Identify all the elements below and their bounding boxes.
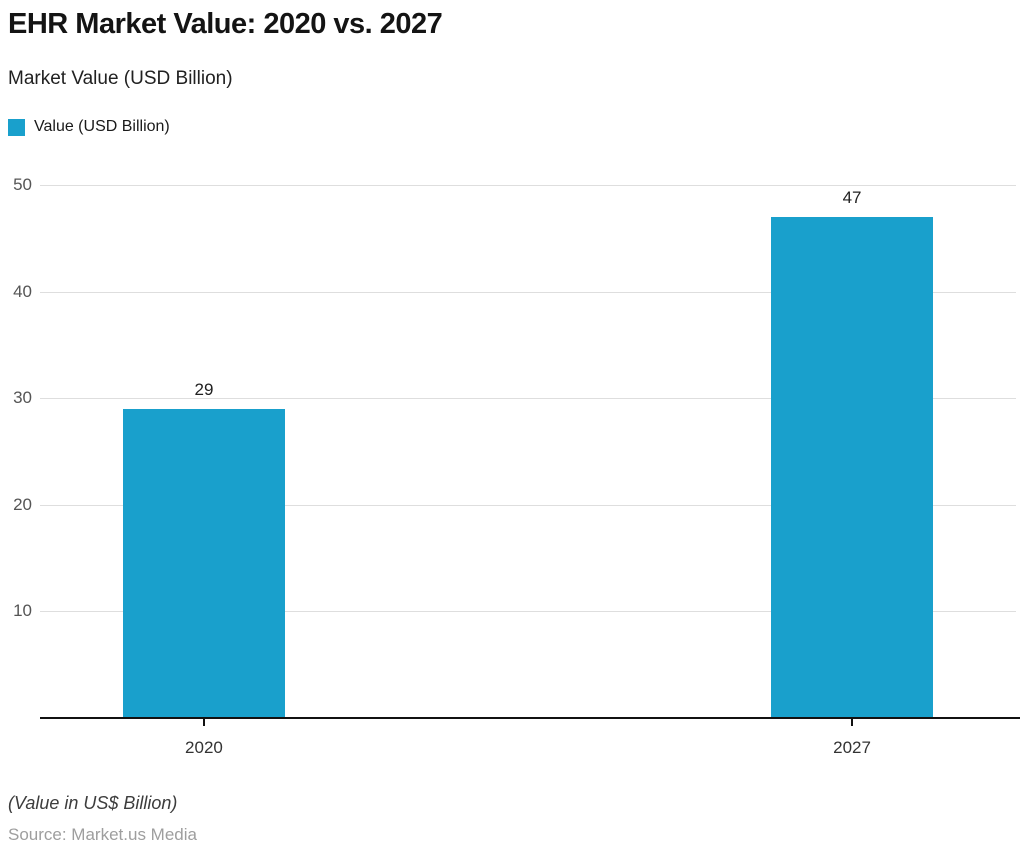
y-axis-label-50: 50: [13, 175, 32, 194]
legend: Value (USD Billion): [8, 118, 170, 136]
chart-title: EHR Market Value: 2020 vs. 2027: [8, 8, 443, 40]
source-note: Source: Market.us Media: [8, 825, 197, 844]
bar-2020: [122, 408, 285, 718]
y-axis-label-10: 10: [13, 601, 32, 621]
y-axis-label-20: 20: [13, 494, 32, 514]
y-axis-label-40: 40: [13, 281, 32, 301]
bar-2027: [771, 216, 934, 718]
x-axis-label-2020: 2020: [185, 738, 223, 757]
value-label-2027: 47: [842, 187, 862, 207]
y-axis-label-30: 30: [13, 388, 32, 408]
x-tick-2020: [202, 719, 205, 726]
x-axis-label-2027: 2027: [833, 738, 871, 757]
gridline-30: [40, 398, 1016, 400]
legend-swatch-icon: [8, 118, 25, 136]
x-axis-line: [40, 717, 1020, 719]
gridline-40: [40, 291, 1016, 293]
legend-label: Value (USD Billion): [34, 118, 170, 135]
plot-area: 10 20 30 40 50 29 2020 47 2027: [13, 175, 1020, 757]
value-note: (Value in US$ Billion): [8, 793, 178, 813]
chart-subtitle: Market Value (USD Billion): [8, 68, 233, 89]
gridline-10: [40, 611, 1016, 613]
value-label-2020: 29: [194, 379, 214, 399]
gridline-20: [40, 504, 1016, 506]
gridline-50: [40, 185, 1016, 186]
x-tick-2027: [851, 719, 854, 726]
